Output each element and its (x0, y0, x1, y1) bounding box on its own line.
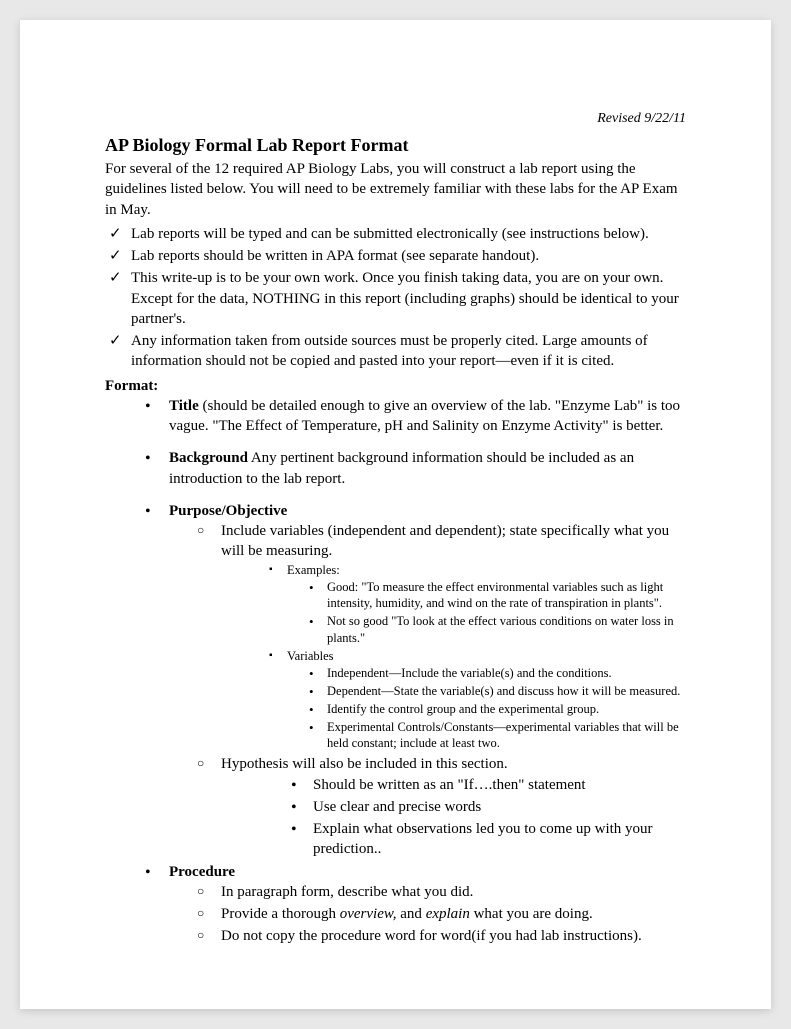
hyp-sub: Explain what observations led you to com… (291, 819, 686, 860)
section-procedure: Procedure In paragraph form, describe wh… (145, 862, 686, 947)
variable-item: Independent—Include the variable(s) and … (309, 665, 686, 682)
intro-paragraph: For several of the 12 required AP Biolog… (105, 159, 686, 220)
check-item: Any information taken from outside sourc… (105, 331, 686, 372)
variables-label: Variables Independent—Include the variab… (269, 648, 686, 752)
section-name: Background (169, 450, 248, 466)
procedure-item-overview: Provide a thorough overview, and explain… (197, 904, 686, 924)
checklist: Lab reports will be typed and can be sub… (105, 224, 686, 372)
example-bad: Not so good "To look at the effect vario… (309, 613, 686, 647)
procedure-sublist: In paragraph form, describe what you did… (169, 882, 686, 947)
purpose-sublist: Include variables (independent and depen… (169, 521, 686, 859)
example-good: Good: "To measure the effect environment… (309, 579, 686, 613)
section-name: Title (169, 398, 199, 414)
check-item: This write-up is to be your own work. On… (105, 268, 686, 329)
examples-block: Examples: Good: "To measure the effect e… (221, 562, 686, 753)
format-heading: Format: (105, 376, 686, 396)
procedure-item: Do not copy the procedure word for word(… (197, 926, 686, 946)
section-name: Purpose/Objective (169, 503, 287, 519)
purpose-item: Include variables (independent and depen… (197, 521, 686, 752)
variable-item: Identify the control group and the exper… (309, 701, 686, 718)
hypothesis-list: Should be written as an "If….then" state… (221, 775, 686, 860)
check-item: Lab reports will be typed and can be sub… (105, 224, 686, 244)
revised-date: Revised 9/22/11 (105, 110, 686, 129)
hypothesis-text: Hypothesis will also be included in this… (221, 756, 508, 772)
document-page: Revised 9/22/11 AP Biology Formal Lab Re… (20, 20, 771, 1009)
variable-item: Experimental Controls/Constants—experime… (309, 719, 686, 753)
examples-list: Good: "To measure the effect environment… (287, 579, 686, 648)
format-list: Title (should be detailed enough to give… (105, 396, 686, 947)
examples-label: Examples: Good: "To measure the effect e… (269, 562, 686, 647)
section-name: Procedure (169, 864, 235, 880)
hypothesis-item: Hypothesis will also be included in this… (197, 754, 686, 859)
purpose-text: Include variables (independent and depen… (221, 523, 669, 559)
procedure-item: In paragraph form, describe what you did… (197, 882, 686, 902)
section-text: (should be detailed enough to give an ov… (169, 398, 680, 434)
section-title: Title (should be detailed enough to give… (145, 396, 686, 437)
variable-item: Dependent—State the variable(s) and disc… (309, 683, 686, 700)
section-purpose: Purpose/Objective Include variables (ind… (145, 501, 686, 860)
document-title: AP Biology Formal Lab Report Format (105, 133, 686, 157)
variables-list: Independent—Include the variable(s) and … (287, 665, 686, 752)
check-item: Lab reports should be written in APA for… (105, 246, 686, 266)
hyp-sub: Use clear and precise words (291, 797, 686, 817)
section-background: Background Any pertinent background info… (145, 448, 686, 489)
hyp-sub: Should be written as an "If….then" state… (291, 775, 686, 795)
